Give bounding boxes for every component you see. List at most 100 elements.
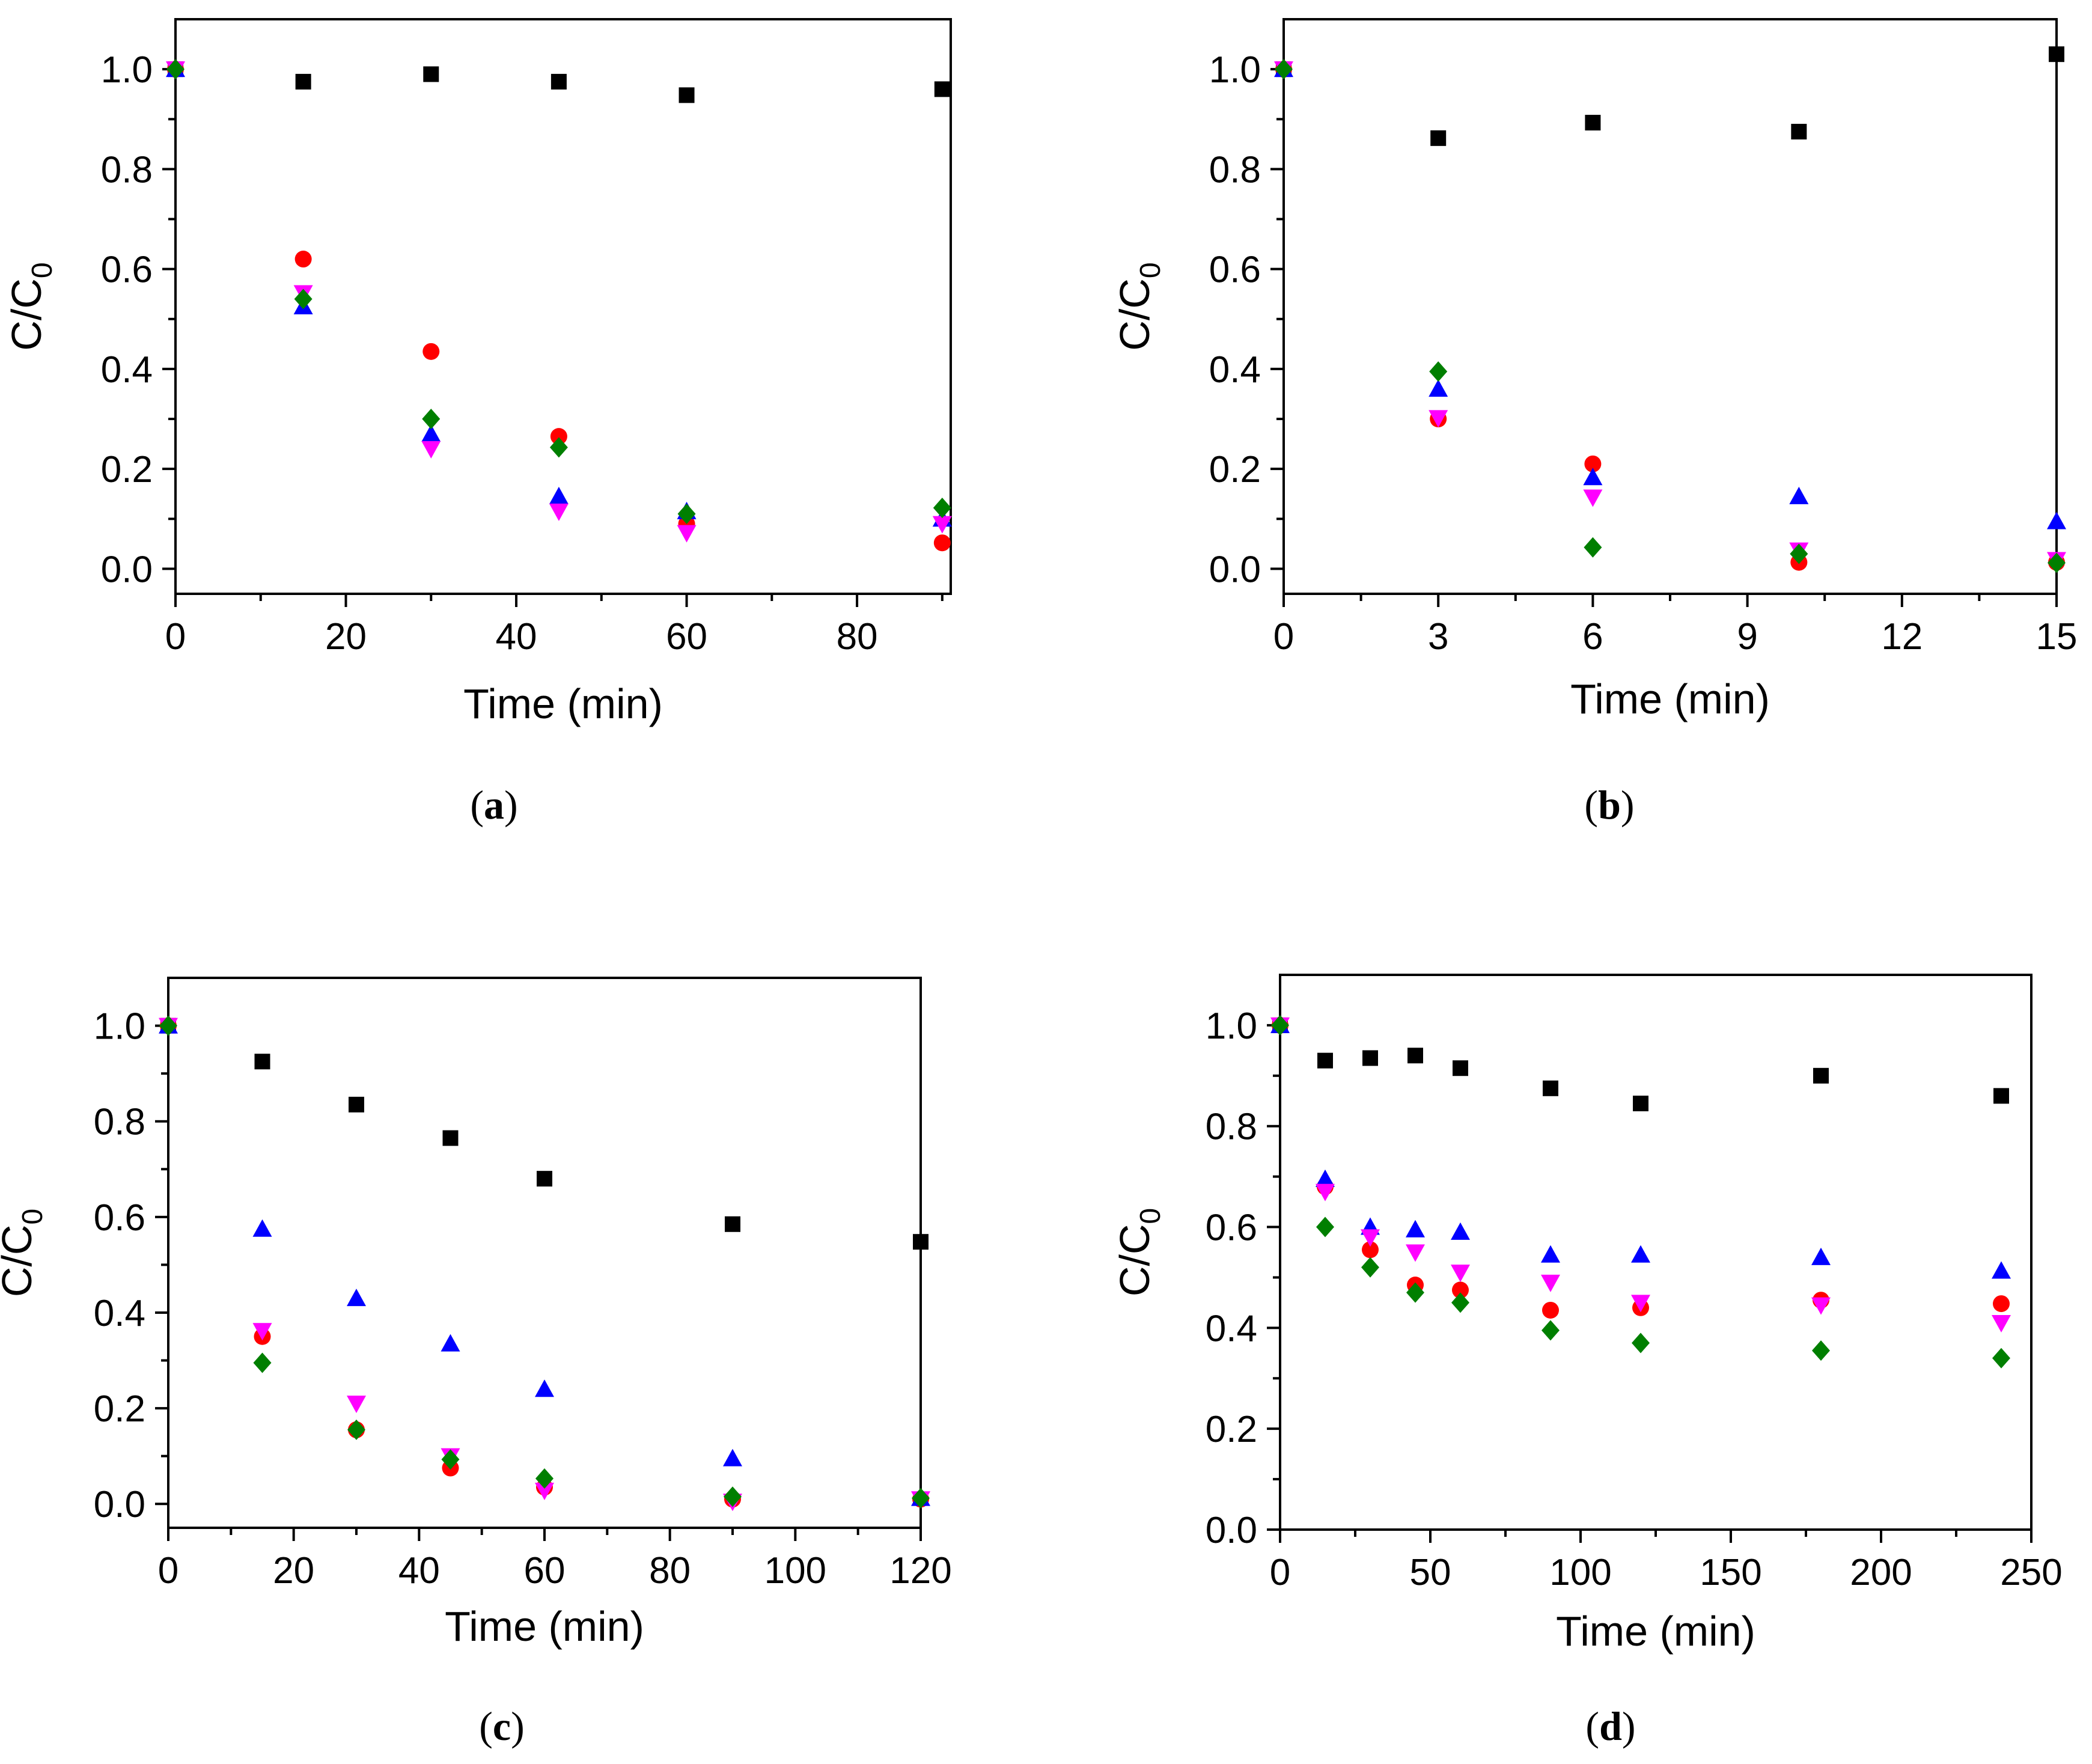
panel-d-series-5-point-5 — [1542, 1320, 1560, 1341]
panel-c-series-2 — [160, 1017, 929, 1508]
panel-d-series-2-point-2 — [1362, 1241, 1379, 1259]
panel-b-x-tick-label-0: 0 — [1273, 616, 1294, 658]
panel-a-caption-letter: a — [484, 782, 504, 828]
panel-d-series-1-point-7 — [1813, 1067, 1829, 1084]
panel-b-series-5-point-3 — [1790, 543, 1808, 564]
panel-d-series-4 — [1270, 1017, 2011, 1332]
panel-c-series-5-point-2 — [347, 1419, 365, 1440]
panel-d-series-1 — [1272, 1017, 2009, 1111]
panel-c-caption-open: ( — [479, 1703, 493, 1749]
panel-d-series-4-point-6 — [1631, 1295, 1650, 1313]
panel-b-series-4 — [1274, 61, 2066, 570]
panel-c-caption-close: ) — [511, 1703, 525, 1749]
panel-d-plot-frame — [1279, 974, 2033, 1531]
panel-b-plot-frame — [1282, 18, 2058, 595]
panel-c-y-tick-label-2: 0.4 — [94, 1293, 145, 1334]
panel-b-x-tick-label-1: 3 — [1428, 616, 1448, 658]
panel-b-series-4-point-1 — [1429, 410, 1448, 428]
panel-c-plot-frame — [167, 977, 922, 1529]
panel-a-y-axis-title-subscript: 0 — [26, 262, 58, 278]
panel-a-series-3-point-2 — [421, 424, 441, 442]
panel-c-caption-letter: c — [493, 1703, 511, 1749]
panel-b-y-tick-label-2: 0.4 — [1209, 349, 1261, 391]
panel-d-series-3-point-4 — [1451, 1222, 1470, 1240]
panel-a-x-tick-label-2: 40 — [496, 616, 537, 658]
panel-a-caption-close: ) — [504, 782, 518, 828]
panel-d-series-2 — [1272, 1016, 2010, 1319]
panel-c-y-tick-label-0: 0.0 — [94, 1484, 145, 1525]
panel-c-x-tick-label-5: 100 — [764, 1550, 826, 1592]
panel-d-y-axis-title-subscript: 0 — [1135, 1208, 1166, 1224]
panel-b-y-tick-label-4: 0.8 — [1209, 149, 1261, 191]
panel-d-series-4-point-5 — [1541, 1274, 1560, 1292]
panel-a-series-2 — [167, 61, 951, 552]
panel-c-y-axis-title-subscript: 0 — [17, 1209, 49, 1225]
panel-c-series-3-point-3 — [441, 1334, 460, 1352]
panel-b-series-1-point-2 — [1585, 115, 1601, 131]
panel-d-series-3-point-7 — [1811, 1247, 1831, 1265]
panel-d-series-3-point-6 — [1631, 1245, 1650, 1263]
panel-d-series-1-point-4 — [1453, 1060, 1468, 1076]
panel-a-caption: (a) — [470, 782, 517, 828]
panel-c-series-5 — [159, 1015, 930, 1509]
panel-d-series-1-point-6 — [1633, 1095, 1648, 1111]
panel-c-y-axis-title: C/C0 — [0, 1209, 49, 1297]
panel-d-series-5-point-2 — [1361, 1257, 1379, 1278]
panel-b-series-5 — [1275, 59, 2066, 573]
panel-d-series-5-point-6 — [1632, 1332, 1650, 1354]
panel-c-y-tick-label-4: 0.8 — [94, 1102, 145, 1143]
panel-b-series-3-point-4 — [2047, 511, 2066, 530]
panel-d-series-5-point-1 — [1316, 1216, 1334, 1238]
panel-d-series-1-point-2 — [1362, 1050, 1378, 1066]
panel-a-series-2-point-2 — [422, 343, 440, 360]
panel-b-y-tick-label-1: 0.2 — [1209, 449, 1261, 490]
panel-c-series-3-point-2 — [347, 1289, 366, 1307]
panel-c-series-5-point-0 — [159, 1015, 177, 1036]
panel-d-x-tick-label-0: 0 — [1270, 1552, 1290, 1593]
panel-d-y-tick-label-2: 0.4 — [1206, 1308, 1257, 1349]
panel-b-series-1-point-3 — [1791, 124, 1807, 140]
panel-a-series-4-point-5 — [932, 516, 952, 534]
panel-d-x-tick-label-3: 150 — [1700, 1552, 1761, 1593]
panel-c-series-5-point-4 — [535, 1468, 553, 1489]
panel-d-series-2-point-5 — [1542, 1301, 1559, 1319]
panel-d-series-3-point-3 — [1406, 1219, 1425, 1238]
panel-c-y-tick-label-3: 0.6 — [94, 1197, 145, 1239]
panel-d-series-4-point-2 — [1361, 1229, 1380, 1247]
panel-d-x-tick-label-4: 200 — [1850, 1552, 1912, 1593]
panel-c-x-tick-label-0: 0 — [158, 1550, 178, 1592]
panel-b-y-axis-title: C/C0 — [1111, 262, 1166, 350]
panel-a-series-2-point-1 — [294, 251, 312, 268]
panel-d-series-5-point-3 — [1406, 1282, 1424, 1303]
panel-d-series-1-point-5 — [1543, 1080, 1558, 1096]
panel-b-series-3-point-2 — [1583, 468, 1603, 486]
panel-a-plot-frame — [174, 18, 952, 595]
panel-c-y-axis-title-main: C/C — [0, 1225, 40, 1298]
panel-a-series-1-point-4 — [679, 87, 695, 103]
panel-b-y-tick-label-3: 0.6 — [1209, 249, 1261, 291]
panel-d-series-1-point-3 — [1407, 1048, 1423, 1064]
panel-c-caption: (c) — [479, 1703, 525, 1749]
panel-c-series-1-point-4 — [537, 1171, 552, 1187]
panel-b-y-axis-title-subscript: 0 — [1135, 262, 1166, 278]
panel-a-x-axis-title: Time (min) — [463, 680, 663, 727]
panel-d-series-5-point-4 — [1451, 1292, 1469, 1313]
panel-a-series-1-point-3 — [550, 73, 567, 90]
panel-b-series-5-point-4 — [2048, 552, 2066, 573]
panel-c-series-1-point-6 — [913, 1234, 929, 1250]
panel-a-y-tick-label-3: 0.6 — [101, 249, 153, 291]
panel-c-series-1-point-1 — [254, 1054, 270, 1070]
panel-d-x-axis-title: Time (min) — [1556, 1608, 1755, 1655]
panel-b-x-tick-label-5: 15 — [2036, 616, 2078, 658]
panel-a-caption-open: ( — [470, 782, 484, 828]
panel-c-series-1-point-2 — [349, 1096, 364, 1112]
panel-b-series-2-point-2 — [1584, 455, 1602, 472]
panel-a-series-4-point-3 — [549, 503, 569, 521]
panel-a-series-5-point-0 — [166, 59, 184, 80]
panel-d-chart: 0 50 100 150 200 250 0.0 0.2 0.4 0.6 0.8 1.0 Time (m… — [1111, 974, 2063, 1749]
panel-d-series-5-point-0 — [1271, 1015, 1289, 1036]
panel-d-series-4-point-4 — [1451, 1265, 1470, 1283]
panel-d-y-axis-title: C/C0 — [1111, 1208, 1166, 1296]
panel-a-y-tick-label-2: 0.4 — [101, 349, 153, 391]
panel-d-series-1-point-8 — [1993, 1088, 2009, 1104]
